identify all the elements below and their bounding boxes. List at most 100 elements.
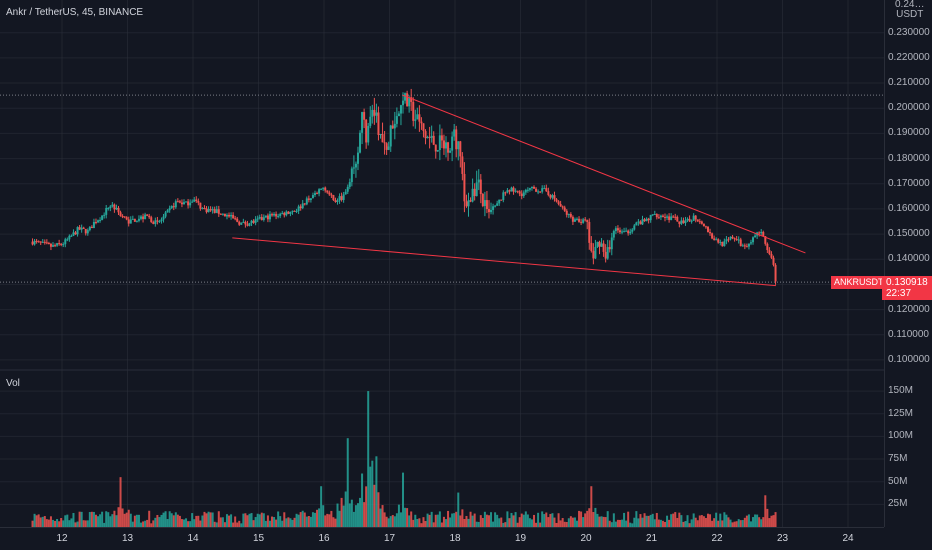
candle-down <box>39 241 42 243</box>
volume-bar-down <box>385 516 388 527</box>
volume-bar-up <box>436 514 439 527</box>
candle-up <box>494 205 497 207</box>
last-price-tag: 0.130918 22:37 <box>882 276 932 301</box>
volume-bar-up <box>258 514 261 527</box>
volume-bar-down <box>569 516 572 527</box>
symbol-title[interactable]: Ankr / TetherUS, 45, BINANCE <box>6 7 144 18</box>
volume-bar-down <box>187 521 190 527</box>
candle-down <box>180 202 183 205</box>
candle-up <box>160 219 163 222</box>
candle-up <box>182 202 185 205</box>
volume-bar-up <box>193 519 196 527</box>
candle-up <box>103 214 106 216</box>
candle-down <box>768 250 771 254</box>
candle-down <box>266 215 269 220</box>
candle-down <box>332 195 335 201</box>
currency-line-1: 0.24… <box>895 0 925 10</box>
time-tick-label: 21 <box>645 533 658 544</box>
volume-bar-up <box>371 460 374 527</box>
volume-bar-up <box>305 516 308 527</box>
candle-down <box>479 179 482 194</box>
volume-bar-down <box>244 513 247 527</box>
volume-bar-down <box>508 518 511 527</box>
volume-bar-up <box>166 519 169 527</box>
candle-down <box>377 112 380 135</box>
volume-bar-up <box>250 513 253 527</box>
candle-up <box>344 191 347 195</box>
volume-bar-down <box>473 513 476 527</box>
candle-down <box>31 241 34 245</box>
volume-bar-down <box>674 512 677 527</box>
candle-down <box>148 215 151 218</box>
candle-down <box>424 131 427 139</box>
candle-down <box>463 173 466 202</box>
candle-up <box>158 221 161 223</box>
candle-up <box>97 220 100 223</box>
candle-down <box>203 208 206 210</box>
volume-bar-up <box>719 513 722 527</box>
time-tick-label: 22 <box>711 533 723 544</box>
candle-up <box>436 150 439 152</box>
volume-bar-down <box>717 520 720 527</box>
candle-down <box>688 218 691 222</box>
currency-label[interactable]: 0.24… USDT <box>895 0 924 20</box>
volume-bar-up <box>344 491 347 527</box>
volume-bar-down <box>539 522 542 527</box>
candle-up <box>170 206 173 209</box>
symbol-price-tag: ANKRUSDT <box>831 276 887 290</box>
volume-bar-down <box>142 521 145 527</box>
volume-bar-up <box>248 513 251 527</box>
volume-bar-down <box>39 517 42 527</box>
volume-bar-up <box>225 514 228 527</box>
candle-up <box>109 206 112 209</box>
candle-down <box>442 140 445 149</box>
candle-down <box>672 216 675 218</box>
candle-up <box>107 208 110 210</box>
candle-down <box>702 223 705 227</box>
volume-bar-up <box>144 520 147 527</box>
candle-down <box>545 188 548 192</box>
volume-bar-down <box>172 515 175 527</box>
candle-up <box>506 190 509 193</box>
candle-up <box>66 239 69 241</box>
volume-bar-up <box>680 515 683 527</box>
volume-bar-up <box>737 519 740 527</box>
volume-bar-down <box>78 511 81 527</box>
candle-down <box>604 251 607 259</box>
candle-up <box>723 241 726 247</box>
volume-bar-down <box>711 520 714 527</box>
candle-up <box>201 208 204 210</box>
candle-down <box>328 192 331 195</box>
candle-down <box>711 233 714 239</box>
volume-bar-down <box>598 516 601 527</box>
volume-bar-up <box>103 522 106 527</box>
candle-up <box>686 218 689 221</box>
candle-up <box>600 243 603 247</box>
volume-bar-down <box>266 515 269 527</box>
candle-up <box>225 214 228 217</box>
candle-up <box>129 219 132 224</box>
candle-down <box>199 202 202 209</box>
candle-down <box>84 228 87 234</box>
candle-up <box>154 220 157 224</box>
candle-down <box>569 214 572 217</box>
volume-bar-up <box>352 511 355 527</box>
volume-bar-up <box>105 511 108 527</box>
candle-down <box>246 224 249 226</box>
volume-bar-up <box>277 511 280 527</box>
candle-up <box>80 227 83 230</box>
volume-bar-down <box>373 484 376 527</box>
candle-down <box>176 201 179 203</box>
candle-down <box>721 241 724 247</box>
candle-up <box>637 221 640 223</box>
candle-down <box>316 193 319 195</box>
volume-bar-up <box>170 513 173 527</box>
volume-bar-up <box>573 517 576 527</box>
candle-up <box>453 129 456 137</box>
volume-bar-up <box>690 519 693 527</box>
candle-up <box>289 211 292 214</box>
candle-up <box>305 198 308 205</box>
candle-down <box>516 190 519 192</box>
candle-up <box>397 113 400 117</box>
